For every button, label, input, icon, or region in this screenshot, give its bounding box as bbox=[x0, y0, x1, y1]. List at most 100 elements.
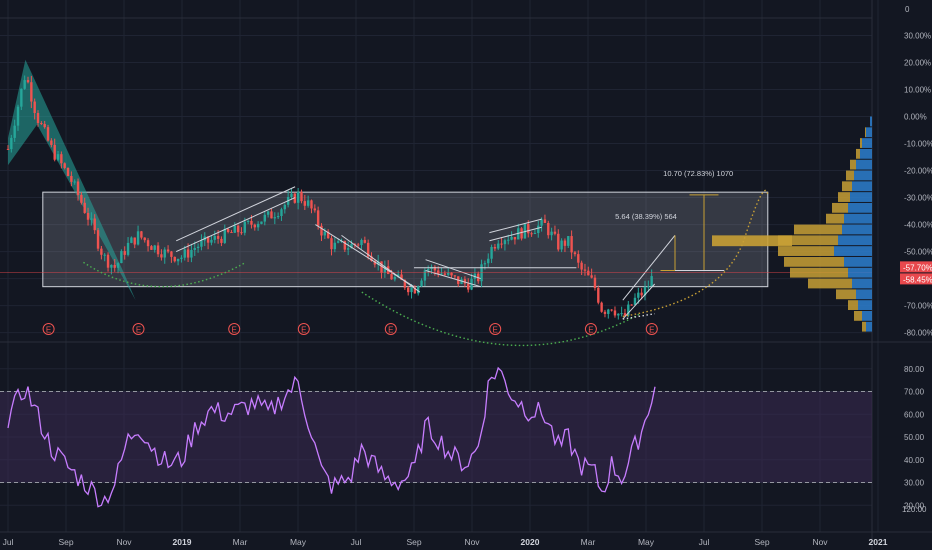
candle-body bbox=[146, 240, 150, 247]
candle-body bbox=[553, 231, 557, 234]
volume-bar-poc bbox=[712, 235, 792, 247]
candle-body bbox=[573, 252, 577, 255]
candle-body bbox=[230, 232, 233, 234]
price-tag-bg bbox=[900, 273, 932, 285]
candle-body bbox=[280, 209, 283, 217]
candle-body bbox=[637, 292, 640, 298]
volume-bar-up bbox=[844, 256, 872, 267]
candle-body bbox=[577, 254, 580, 263]
candle-body bbox=[420, 280, 423, 287]
candle-body bbox=[93, 218, 96, 231]
candle-body bbox=[520, 228, 523, 239]
earnings-marker-circle bbox=[645, 323, 658, 335]
candle-body bbox=[133, 237, 136, 245]
candle-body bbox=[480, 264, 483, 282]
time-axis-tick: Sep bbox=[58, 537, 73, 547]
volume-bar-down bbox=[860, 138, 862, 148]
candle-body bbox=[543, 219, 547, 223]
candle-body bbox=[320, 225, 323, 236]
candle-body bbox=[260, 221, 263, 224]
candle-body bbox=[130, 237, 133, 243]
volume-bar-down bbox=[784, 256, 844, 267]
time-axis-tick: May bbox=[638, 537, 655, 547]
candle-body bbox=[507, 239, 510, 241]
candle-body bbox=[50, 140, 53, 145]
candle-body bbox=[450, 272, 453, 276]
candle-body bbox=[216, 235, 220, 239]
time-axis-tick: Nov bbox=[464, 537, 480, 547]
price-axis-tick: -50.00% bbox=[904, 248, 932, 257]
candle-body bbox=[180, 257, 183, 259]
volume-bar-up bbox=[834, 246, 872, 256]
trendline bbox=[175, 197, 296, 253]
earnings-marker: E bbox=[132, 323, 145, 335]
price-tag-label: -58.45% bbox=[903, 275, 932, 284]
candle-body bbox=[363, 239, 367, 243]
candle-body bbox=[513, 236, 517, 240]
candle-body bbox=[253, 224, 256, 228]
candle-body bbox=[346, 248, 350, 250]
candle-body bbox=[487, 258, 490, 264]
candle-body bbox=[510, 236, 513, 240]
candle-body bbox=[560, 240, 563, 250]
rsi-axis-tick: 70.00 bbox=[904, 388, 925, 397]
annotations: 10.70 (72.83%) 1070 5.64 (38.39%) 564 bbox=[615, 169, 733, 221]
candle-body bbox=[36, 113, 40, 123]
candle-body bbox=[173, 256, 176, 262]
volume-bar-down bbox=[832, 202, 848, 213]
volume-bar-down bbox=[838, 192, 850, 202]
candle-body bbox=[597, 287, 600, 303]
price-axis-tick: -40.00% bbox=[904, 221, 932, 230]
candle-body bbox=[600, 302, 603, 312]
candle-body bbox=[360, 239, 363, 246]
candle-body bbox=[10, 137, 13, 150]
candle-body bbox=[243, 221, 246, 233]
volume-bar-down bbox=[808, 278, 852, 289]
candle-body bbox=[266, 211, 270, 215]
candle-body bbox=[143, 237, 146, 241]
candle-body bbox=[310, 200, 313, 209]
candle-body bbox=[396, 274, 400, 277]
candle-body bbox=[256, 223, 260, 228]
candle-body bbox=[150, 246, 153, 250]
candle-body bbox=[136, 231, 140, 245]
projection-line bbox=[622, 235, 676, 301]
candle-body bbox=[56, 154, 60, 160]
time-axis-tick: May bbox=[290, 537, 307, 547]
candle-body bbox=[283, 204, 287, 210]
volume-bar-down bbox=[778, 235, 838, 246]
candle-body bbox=[393, 276, 397, 280]
candle-body bbox=[410, 287, 413, 293]
candle-body bbox=[617, 313, 620, 316]
candle-body bbox=[140, 231, 143, 238]
earnings-marker-label: E bbox=[136, 326, 141, 335]
candle-body bbox=[240, 232, 243, 234]
candle-body bbox=[433, 266, 437, 271]
volume-bar-up bbox=[870, 116, 872, 127]
volume-bar-down bbox=[790, 267, 848, 278]
drawing-layer-front bbox=[0, 186, 872, 347]
axes: 0 30.00% 20.00% 10.00% 0.00% -10.00% -20.00% -3… bbox=[3, 5, 932, 547]
price-axis-tick: -20.00% bbox=[904, 167, 932, 176]
candle-body bbox=[453, 275, 457, 277]
candle-body bbox=[550, 231, 553, 236]
rsi-axis-tick: 60.00 bbox=[904, 410, 925, 419]
volume-bar-down bbox=[854, 310, 862, 321]
time-axis-tick: Jul bbox=[351, 537, 362, 547]
candle-body bbox=[610, 309, 613, 311]
candle-body bbox=[333, 242, 337, 250]
candle-body bbox=[170, 251, 173, 257]
earnings-marker-circle bbox=[297, 323, 310, 335]
candle-body bbox=[53, 144, 56, 160]
candle-body bbox=[213, 235, 216, 240]
candle-body bbox=[80, 194, 83, 203]
candle-body bbox=[223, 229, 226, 243]
candle-body bbox=[160, 254, 163, 258]
candle-body bbox=[250, 220, 253, 225]
candle-body bbox=[517, 228, 520, 240]
trendline bbox=[425, 259, 481, 280]
volume-profile bbox=[712, 116, 872, 332]
rsi-axis-tick: 20.00 bbox=[904, 501, 925, 510]
candle-body bbox=[123, 251, 126, 255]
